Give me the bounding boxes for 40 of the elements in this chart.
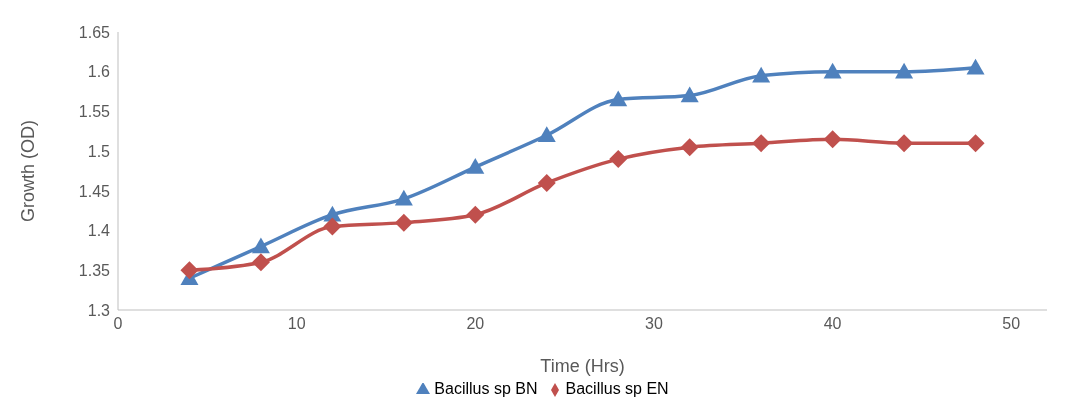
x-axis-title: Time (Hrs) bbox=[540, 356, 625, 376]
y-tick-label: 1.6 bbox=[87, 63, 111, 81]
x-tick-label: 50 bbox=[1002, 315, 1021, 333]
x-tick-label: 30 bbox=[645, 315, 663, 333]
point bbox=[466, 158, 485, 174]
point bbox=[966, 58, 985, 75]
legend-label: Bacillus sp EN bbox=[565, 380, 669, 397]
y-tick-label: 1.4 bbox=[87, 222, 111, 240]
point bbox=[180, 261, 199, 280]
point bbox=[537, 173, 556, 192]
x-tick-label: 10 bbox=[287, 315, 306, 333]
legend-label: Bacillus sp BN bbox=[434, 380, 538, 397]
point bbox=[680, 86, 699, 103]
y-tick-label: 1.35 bbox=[78, 261, 111, 279]
y-tick-label: 1.5 bbox=[87, 142, 111, 160]
x-tick-label: 20 bbox=[466, 315, 485, 333]
point bbox=[680, 138, 699, 157]
point bbox=[394, 189, 413, 206]
point bbox=[609, 150, 628, 169]
y-axis-title: Growth (OD) bbox=[18, 119, 39, 223]
x-tick-label: 40 bbox=[823, 315, 842, 333]
point bbox=[609, 90, 628, 107]
point bbox=[752, 66, 771, 83]
point bbox=[752, 134, 771, 153]
y-tick-label: 1.65 bbox=[78, 23, 111, 41]
y-tick-label: 1.3 bbox=[87, 301, 111, 319]
point bbox=[823, 62, 842, 79]
point bbox=[895, 134, 914, 153]
point bbox=[394, 213, 413, 232]
point bbox=[895, 62, 914, 79]
point bbox=[966, 134, 985, 153]
point bbox=[537, 126, 556, 143]
x-tick-label: 0 bbox=[113, 315, 123, 333]
point bbox=[251, 253, 270, 272]
point bbox=[823, 130, 842, 149]
point bbox=[466, 205, 485, 224]
y-tick-label: 1.45 bbox=[78, 182, 111, 200]
point bbox=[251, 237, 270, 254]
point bbox=[323, 217, 342, 236]
y-tick-label: 1.55 bbox=[78, 103, 111, 121]
